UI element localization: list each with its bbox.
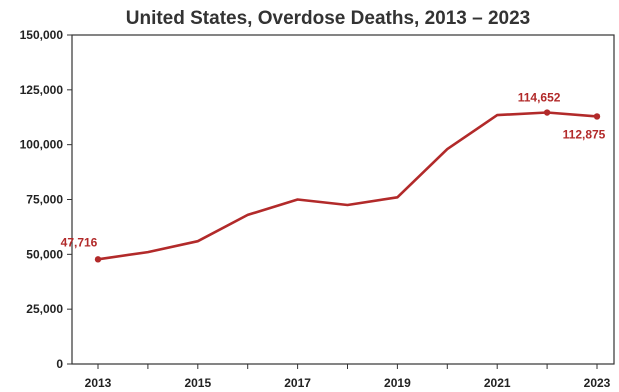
x-tick-label: 2017 (284, 376, 311, 390)
x-tick-label: 2023 (584, 376, 611, 390)
plot-area-border (71, 34, 615, 365)
y-tick-label: 75,000 (26, 193, 63, 207)
x-tick-label: 2019 (384, 376, 411, 390)
y-tick-label: 100,000 (20, 138, 64, 152)
series-line (96, 111, 599, 261)
y-tick-label: 50,000 (26, 247, 63, 261)
y-tick-label: 25,000 (26, 302, 63, 316)
y-tick-label: 150,000 (20, 28, 64, 42)
x-tick-labels: 2013 2015 2017 2019 2021 2023 (85, 376, 611, 390)
series-group (94, 109, 601, 263)
y-tick-label: 125,000 (20, 83, 64, 97)
y-tick-labels: 0 25,000 50,000 75,000 100,000 125,000 150,000 (20, 28, 64, 371)
data-label: 114,652 (518, 91, 561, 105)
data-label: 112,875 (563, 127, 606, 141)
data-point (543, 109, 551, 116)
data-point (94, 256, 102, 263)
x-tick-label: 2013 (85, 376, 112, 390)
chart-title: United States, Overdose Deaths, 2013 – 2… (126, 8, 530, 29)
x-tick-label: 2021 (484, 376, 511, 390)
x-tick-label: 2015 (184, 376, 211, 390)
data-label: 47,716 (61, 235, 98, 249)
axes (67, 34, 615, 369)
y-tick-label: 0 (56, 357, 63, 371)
data-point (593, 113, 601, 120)
data-labels: 47,716 114,652 112,875 (61, 91, 606, 250)
